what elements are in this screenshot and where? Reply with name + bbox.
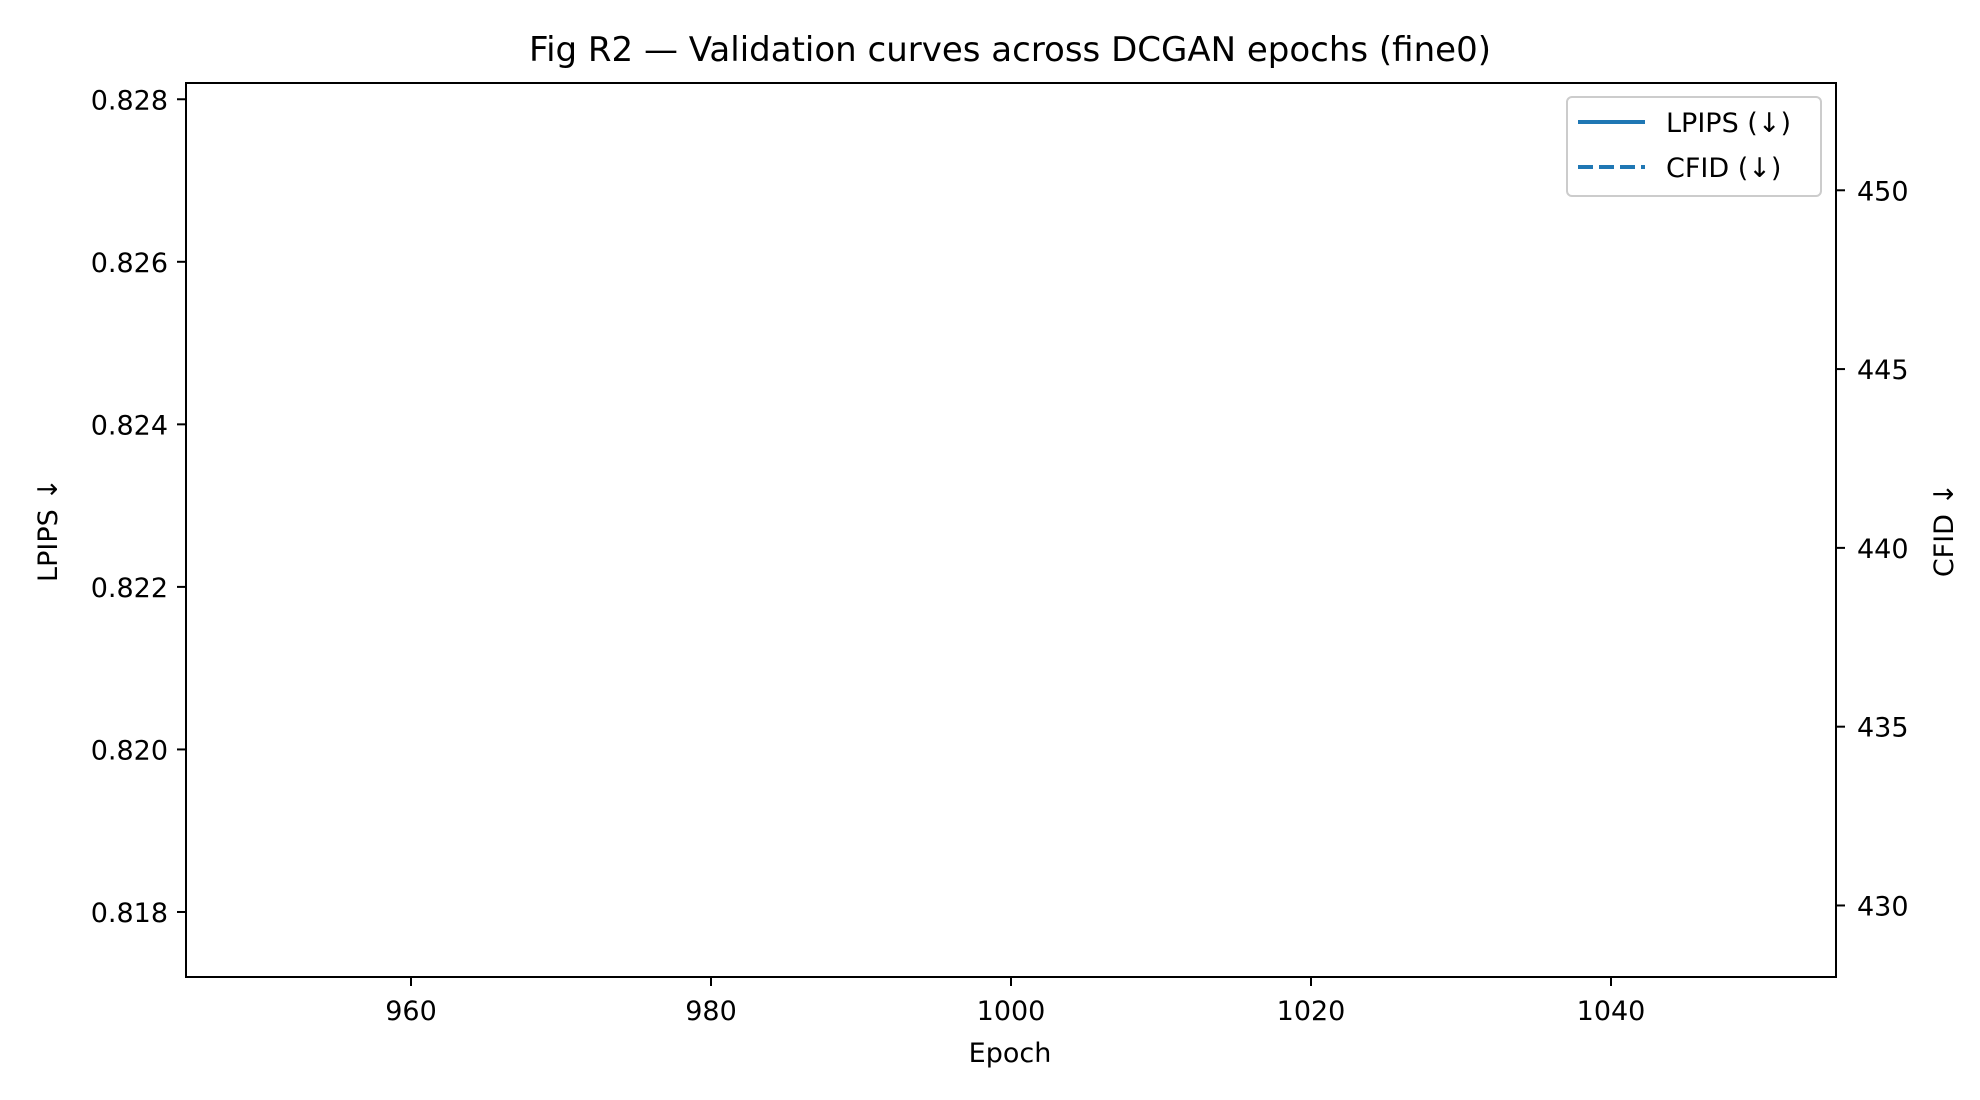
x-axis-label: Epoch [969, 1038, 1052, 1069]
chart-title: Fig R2 — Validation curves across DCGAN … [529, 30, 1491, 70]
y-tick-label: 0.818 [91, 898, 168, 929]
x-axis-ticks: 960 980 1000 1020 1040 [385, 977, 1645, 1027]
x-tick-label: 980 [685, 996, 737, 1027]
y-axis-left-ticks: 0.818 0.820 0.822 0.824 0.826 0.828 [91, 85, 186, 929]
legend-label-lpips: LPIPS (↓) [1666, 108, 1791, 139]
y2-tick-label: 445 [1857, 355, 1909, 386]
x-tick-label: 1020 [1277, 996, 1346, 1027]
y2-tick-label: 440 [1857, 534, 1909, 565]
y-tick-label: 0.824 [91, 410, 168, 441]
y2-tick-label: 435 [1857, 713, 1909, 744]
y2-tick-label: 450 [1857, 176, 1909, 207]
y2-tick-label: 430 [1857, 891, 1909, 922]
y-tick-label: 0.828 [91, 85, 168, 116]
x-tick-label: 1000 [977, 996, 1046, 1027]
y-tick-label: 0.820 [91, 735, 168, 766]
y-axis-left-label: LPIPS ↓ [33, 478, 64, 582]
y-axis-right-label: CFID ↓ [1929, 483, 1960, 577]
x-tick-label: 960 [385, 996, 437, 1027]
y-axis-right-ticks: 430 435 440 445 450 [1836, 176, 1909, 922]
y-tick-label: 0.826 [91, 248, 168, 279]
legend: LPIPS (↓) CFID (↓) [1566, 96, 1822, 197]
legend-label-cfid: CFID (↓) [1666, 153, 1781, 184]
x-tick-label: 1040 [1577, 996, 1646, 1027]
y-tick-label: 0.822 [91, 573, 168, 604]
